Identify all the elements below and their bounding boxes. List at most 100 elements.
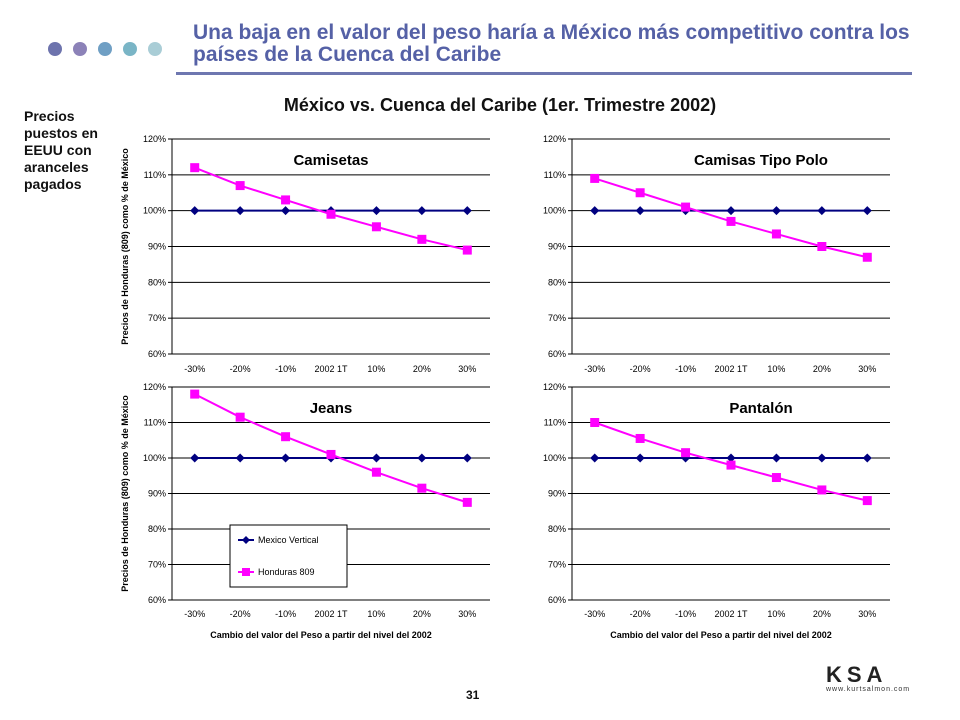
data-point-diamond xyxy=(371,453,381,463)
data-point-diamond xyxy=(281,453,291,463)
slide-subtitle: México vs. Cuenca del Caribe (1er. Trime… xyxy=(283,95,717,115)
y-tick-label: 70% xyxy=(148,560,166,570)
y-tick-label: 100% xyxy=(543,206,566,216)
y-tick-label: 60% xyxy=(548,349,566,359)
data-point-square xyxy=(817,242,827,251)
data-point-diamond xyxy=(462,453,472,463)
x-tick-label: 20% xyxy=(813,609,831,619)
x-tick-label: 20% xyxy=(413,609,431,619)
y-tick-label: 80% xyxy=(148,277,166,287)
y-axis-title: Precios de Honduras (809) como % de Méxi… xyxy=(120,395,130,592)
legend: Mexico Vertical Honduras 809 xyxy=(229,524,348,588)
y-tick-label: 60% xyxy=(148,595,166,605)
y-tick-label: 100% xyxy=(143,206,166,216)
data-point-diamond xyxy=(862,453,872,463)
x-tick-label: 20% xyxy=(413,364,431,374)
y-tick-label: 60% xyxy=(148,349,166,359)
data-point-diamond xyxy=(771,206,781,216)
data-point-square xyxy=(462,245,472,255)
y-tick-label: 100% xyxy=(543,453,566,463)
x-tick-label: -10% xyxy=(675,609,696,619)
x-tick-label: 10% xyxy=(367,364,385,374)
title-underline xyxy=(176,72,912,75)
y-tick-label: 90% xyxy=(148,489,166,499)
y-tick-label: 80% xyxy=(548,277,566,287)
y-tick-label: 120% xyxy=(143,382,166,392)
data-point-square xyxy=(590,173,600,183)
data-point-square xyxy=(771,473,781,483)
x-tick-label: 2002 1T xyxy=(714,364,748,374)
x-axis-title: Cambio del valor del Peso a partir del n… xyxy=(210,630,432,640)
data-point-diamond xyxy=(190,453,200,463)
data-point-square xyxy=(462,497,472,507)
data-point-diamond xyxy=(371,206,381,216)
x-tick-label: -30% xyxy=(584,364,605,374)
legend-marker-diamond xyxy=(242,536,250,544)
x-tick-label: -10% xyxy=(675,364,696,374)
data-point-square xyxy=(326,449,336,459)
data-point-square xyxy=(817,485,827,495)
data-point-diamond xyxy=(817,206,827,216)
data-point-square xyxy=(417,234,427,244)
data-point-diamond xyxy=(862,206,872,216)
legend-box xyxy=(229,524,348,588)
data-point-square xyxy=(635,188,645,198)
data-point-square xyxy=(862,496,872,506)
y-axis-title: Precios de Honduras (809) como % de Méxi… xyxy=(120,148,130,345)
slide-title: Una baja en el valor del peso haría a Mé… xyxy=(193,21,910,66)
data-point-diamond xyxy=(635,453,645,463)
y-tick-label: 90% xyxy=(548,242,566,252)
data-point-square xyxy=(281,432,291,442)
dot-3 xyxy=(98,42,112,56)
data-point-square xyxy=(371,467,381,477)
y-tick-label: 110% xyxy=(544,418,566,428)
y-tick-label: 80% xyxy=(548,524,566,534)
chart-2: 60% 70% 80% 90% 100% 110% 120% -30% -20% -10% 2002… xyxy=(120,382,490,640)
y-tick-label: 110% xyxy=(144,418,166,428)
ksa-logo: KSA www.kurtsalmon.com xyxy=(826,662,916,693)
x-tick-label: 30% xyxy=(858,609,876,619)
dot-1 xyxy=(48,42,62,56)
logo-mark: KSA xyxy=(826,662,888,687)
dot-2 xyxy=(73,42,87,56)
legend-marker-square xyxy=(242,568,250,576)
data-point-diamond xyxy=(417,206,427,216)
x-tick-label: 20% xyxy=(813,364,831,374)
data-point-diamond xyxy=(726,206,736,216)
data-point-square xyxy=(771,229,781,239)
chart-0: 60% 70% 80% 90% 100% 110% 120% -30% -20% -10% 2002… xyxy=(120,134,490,374)
legend-label: Mexico Vertical xyxy=(258,535,319,545)
x-tick-label: -10% xyxy=(275,364,296,374)
x-tick-label: -30% xyxy=(184,609,205,619)
x-tick-label: 2002 1T xyxy=(714,609,748,619)
y-tick-label: 90% xyxy=(548,489,566,499)
data-point-square xyxy=(190,163,200,173)
x-tick-label: 10% xyxy=(767,609,785,619)
y-tick-label: 70% xyxy=(148,313,166,323)
x-tick-label: 2002 1T xyxy=(314,364,348,374)
y-tick-label: 120% xyxy=(143,134,166,144)
y-tick-label: 60% xyxy=(548,595,566,605)
y-tick-label: 100% xyxy=(143,453,166,463)
chart-1: 60% 70% 80% 90% 100% 110% 120% -30% -20% -10% 2002… xyxy=(543,134,890,374)
y-tick-label: 70% xyxy=(548,313,566,323)
data-point-diamond xyxy=(771,453,781,463)
x-tick-label: -20% xyxy=(230,364,251,374)
x-tick-label: -30% xyxy=(184,364,205,374)
data-point-diamond xyxy=(817,453,827,463)
data-point-square xyxy=(326,209,336,219)
data-point-square xyxy=(681,448,691,458)
chart-title: Camisas Tipo Polo xyxy=(694,152,828,169)
data-point-square xyxy=(417,483,427,493)
data-point-square xyxy=(590,418,600,427)
dot-5 xyxy=(148,42,162,56)
x-tick-label: 2002 1T xyxy=(314,609,348,619)
data-point-square xyxy=(681,202,691,212)
y-tick-label: 120% xyxy=(543,382,566,392)
price-note: Precios puestos en EEUU con aranceles pa… xyxy=(24,108,98,192)
data-point-diamond xyxy=(726,453,736,463)
x-tick-label: 10% xyxy=(767,364,785,374)
x-tick-label: -10% xyxy=(275,609,296,619)
chart-title: Jeans xyxy=(310,400,353,417)
y-tick-label: 120% xyxy=(543,134,566,144)
